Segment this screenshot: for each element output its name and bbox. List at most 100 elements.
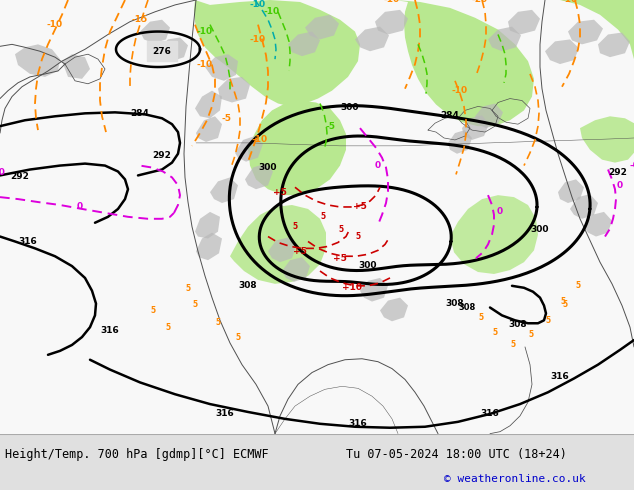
Text: 316: 316: [216, 409, 235, 418]
Polygon shape: [380, 297, 408, 321]
Text: © weatheronline.co.uk: © weatheronline.co.uk: [444, 474, 586, 484]
Text: 292: 292: [11, 172, 29, 181]
Text: 316: 316: [550, 372, 569, 381]
Text: 300: 300: [259, 163, 277, 172]
Text: 5: 5: [562, 300, 567, 310]
Polygon shape: [195, 91, 222, 118]
Text: -10: -10: [197, 60, 213, 69]
Polygon shape: [560, 0, 634, 59]
Polygon shape: [140, 20, 170, 44]
Polygon shape: [375, 10, 408, 34]
Text: 0: 0: [617, 181, 623, 190]
Polygon shape: [288, 31, 320, 56]
Polygon shape: [558, 179, 584, 203]
Text: 5: 5: [510, 340, 515, 349]
Text: 5: 5: [192, 300, 197, 310]
Text: -5: -5: [325, 122, 335, 131]
Text: 276: 276: [153, 47, 171, 56]
Text: -10: -10: [250, 0, 266, 9]
Text: -10: -10: [47, 20, 63, 29]
Text: 5: 5: [478, 313, 483, 322]
Polygon shape: [158, 37, 188, 61]
Text: -20: -20: [472, 0, 488, 4]
Polygon shape: [194, 0, 360, 106]
Polygon shape: [450, 195, 538, 274]
Text: 5: 5: [355, 231, 360, 241]
Polygon shape: [584, 212, 612, 237]
Text: -0: -0: [629, 161, 634, 170]
Text: 0: 0: [375, 161, 381, 170]
Text: -10: -10: [384, 0, 400, 4]
Text: -5: -5: [221, 114, 231, 123]
Polygon shape: [488, 26, 521, 51]
Polygon shape: [15, 45, 60, 77]
Polygon shape: [205, 54, 238, 81]
Text: 300: 300: [531, 224, 549, 234]
Text: +10: +10: [342, 283, 362, 293]
Text: -10: -10: [264, 7, 280, 16]
Text: 284: 284: [131, 109, 150, 118]
Text: 316: 316: [481, 409, 500, 418]
Text: -0: -0: [0, 168, 5, 177]
Text: 284: 284: [441, 111, 460, 120]
Text: 292: 292: [153, 151, 171, 160]
Polygon shape: [462, 115, 489, 140]
Polygon shape: [475, 103, 503, 128]
Text: -10: -10: [452, 86, 468, 95]
Text: 0: 0: [497, 207, 503, 217]
Text: 316: 316: [100, 326, 119, 335]
Polygon shape: [195, 212, 220, 239]
Text: -15: -15: [132, 15, 148, 24]
Polygon shape: [268, 238, 296, 262]
Polygon shape: [196, 116, 222, 142]
Text: 300: 300: [340, 103, 359, 112]
Polygon shape: [568, 20, 603, 45]
Text: 5: 5: [338, 224, 343, 234]
Polygon shape: [395, 0, 534, 126]
Text: 308: 308: [508, 320, 527, 329]
Text: 5: 5: [575, 281, 580, 290]
Polygon shape: [210, 177, 238, 203]
Polygon shape: [235, 136, 263, 162]
Text: 5: 5: [185, 284, 190, 293]
Text: Height/Temp. 700 hPa [gdmp][°C] ECMWF: Height/Temp. 700 hPa [gdmp][°C] ECMWF: [5, 448, 269, 461]
Text: 5: 5: [215, 318, 220, 327]
Text: 5: 5: [545, 316, 550, 325]
Text: -10: -10: [197, 27, 213, 36]
Text: +5: +5: [333, 254, 347, 263]
Text: +5: +5: [293, 247, 307, 256]
Polygon shape: [580, 116, 634, 163]
Polygon shape: [248, 100, 346, 195]
Text: -10: -10: [252, 135, 268, 145]
Text: 308: 308: [238, 281, 257, 290]
Text: -10: -10: [562, 0, 578, 4]
Text: 308: 308: [446, 298, 464, 308]
Text: 316: 316: [349, 419, 367, 428]
Text: 316: 316: [18, 238, 37, 246]
Polygon shape: [598, 32, 630, 57]
Text: 0: 0: [77, 202, 83, 212]
Text: 5: 5: [560, 296, 565, 306]
Polygon shape: [196, 233, 222, 260]
Text: 308: 308: [458, 303, 476, 313]
Polygon shape: [230, 205, 326, 284]
Polygon shape: [245, 164, 273, 189]
Text: +5: +5: [273, 188, 287, 196]
Text: 5: 5: [292, 221, 297, 231]
Polygon shape: [360, 278, 388, 301]
Text: +5: +5: [353, 202, 367, 212]
Text: 5: 5: [235, 333, 240, 342]
Text: 5: 5: [150, 306, 155, 316]
Text: -10: -10: [250, 35, 266, 44]
Polygon shape: [448, 130, 472, 154]
Text: 300: 300: [359, 261, 377, 270]
Polygon shape: [570, 194, 598, 219]
Polygon shape: [355, 26, 389, 51]
Text: 5: 5: [320, 212, 325, 221]
Polygon shape: [218, 77, 250, 102]
Text: Tu 07-05-2024 18:00 UTC (18+24): Tu 07-05-2024 18:00 UTC (18+24): [346, 448, 566, 461]
Text: 5: 5: [165, 323, 170, 332]
Text: 5: 5: [492, 328, 497, 337]
Polygon shape: [545, 39, 579, 64]
Polygon shape: [508, 10, 540, 34]
